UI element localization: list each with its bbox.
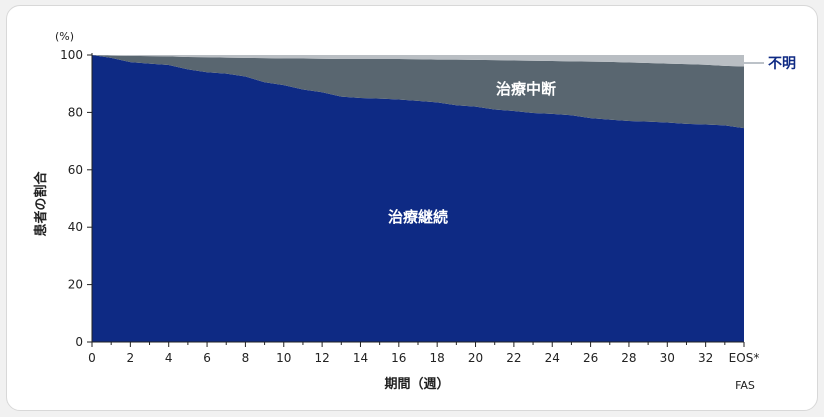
- x-tick-label: 18: [430, 351, 445, 365]
- x-tick-label: 2: [127, 351, 135, 365]
- x-tick-label: 26: [583, 351, 598, 365]
- x-tick-label: 6: [203, 351, 211, 365]
- y-tick-label: 40: [68, 220, 83, 234]
- x-tick-label: EOS*: [729, 351, 760, 365]
- x-tick-label: 30: [660, 351, 675, 365]
- x-tick-label: 4: [165, 351, 173, 365]
- x-tick-label: 24: [545, 351, 560, 365]
- x-tick-label: 0: [88, 351, 96, 365]
- chart-card: 0 20 40 60 80 100 0 2 4 6 8 10 12 14 16 18 20 22 24 26 28 30 3…: [6, 5, 818, 411]
- x-tick-label: 8: [242, 351, 250, 365]
- x-tick-label: 12: [314, 351, 329, 365]
- y-tick-label: 60: [68, 163, 83, 177]
- y-tick-label: 20: [68, 278, 83, 292]
- x-tick-label: 22: [506, 351, 521, 365]
- y-tick-label: 0: [75, 335, 83, 349]
- footnote-fas: FAS: [735, 379, 755, 392]
- y-tick-label: 100: [60, 48, 83, 62]
- area-treatment-discontinued: [92, 55, 744, 129]
- y-axis-title: 患者の割合: [33, 171, 49, 237]
- series-label-unknown: 不明: [768, 56, 796, 72]
- x-tick-label: 10: [276, 351, 291, 365]
- x-tick-label: 28: [621, 351, 636, 365]
- y-tick-label: 80: [68, 105, 83, 119]
- x-tick-label: 14: [353, 351, 368, 365]
- x-tick-label: 20: [468, 351, 483, 365]
- x-tick-label: 32: [698, 351, 713, 365]
- x-tick-label: 16: [391, 351, 406, 365]
- chart-labels: (%) 患者の割合 期間（週） FAS 治療継続 治療中断 不明: [33, 30, 796, 392]
- area-unknown: [92, 55, 744, 67]
- unit-label: (%): [55, 30, 74, 43]
- area-treatment-continued: [92, 55, 744, 342]
- x-axis-title: 期間（週）: [384, 376, 449, 392]
- series-label-discontinued: 治療中断: [496, 80, 556, 98]
- series-label-continued: 治療継続: [388, 208, 448, 226]
- series-areas: [92, 55, 744, 342]
